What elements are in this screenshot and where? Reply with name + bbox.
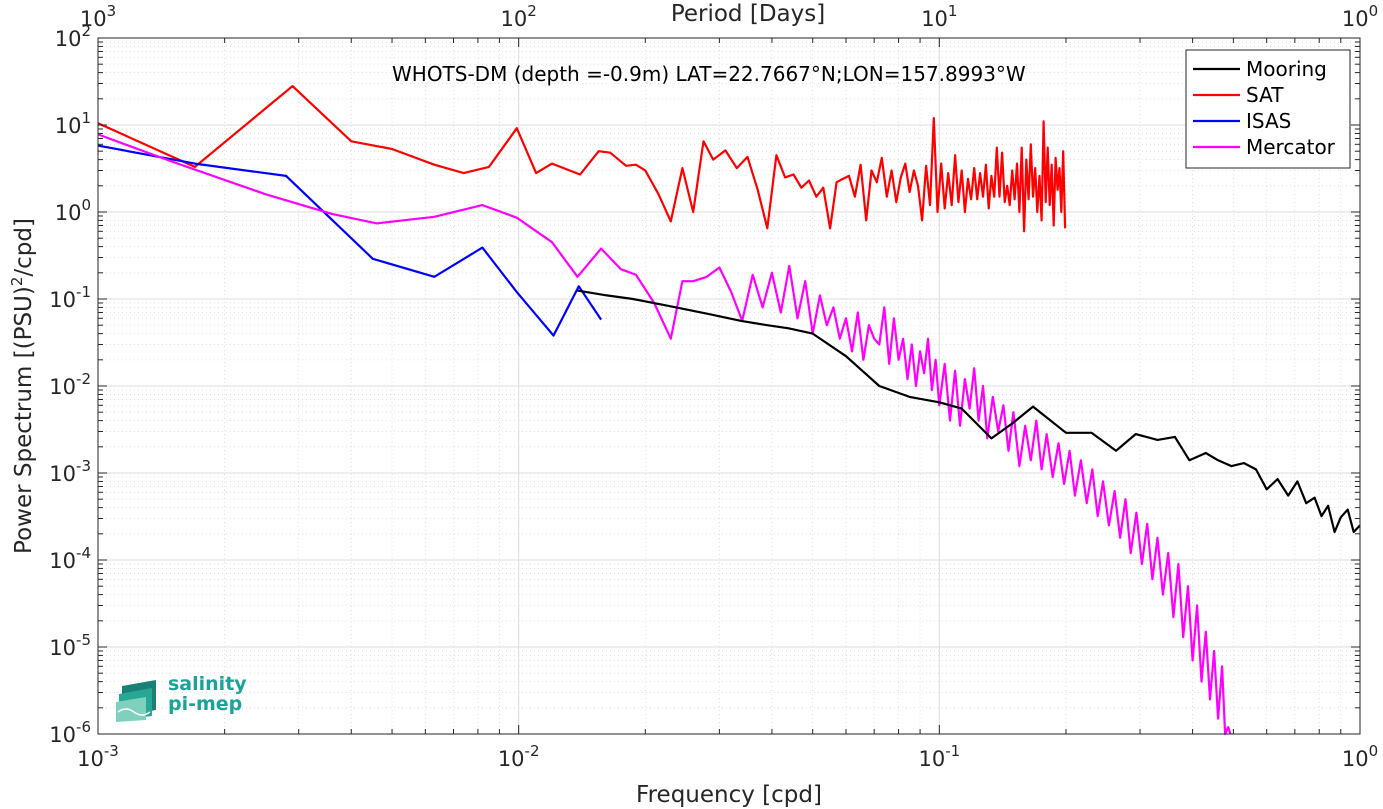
series-line-sat [97, 84, 1067, 233]
x-tick-label: 10-2 [498, 742, 540, 771]
chart-title: WHOTS-DM (depth =-0.9m) LAT=22.7667°N;LO… [392, 62, 1026, 86]
y-tick-label: 101 [55, 109, 91, 138]
legend-label-mercator: Mercator [1246, 135, 1336, 159]
legend-label-sat: SAT [1246, 83, 1284, 107]
series-layer [97, 84, 1361, 736]
y-tick-label: 10-3 [49, 457, 91, 486]
top-axis-title: Period [Days] [671, 1, 825, 27]
y-axis-title: Power Spectrum [(PSU)2/cpd] [8, 218, 37, 554]
logo-waves-icon [116, 680, 156, 722]
x-tick-label: 10-1 [918, 742, 960, 771]
y-tick-label: 10-4 [49, 544, 91, 573]
top-tick-label: 103 [80, 2, 116, 31]
series-line-mooring [577, 289, 1361, 534]
x-axis-title: Frequency [cpd] [636, 782, 822, 808]
tick-marks [97, 37, 1361, 735]
y-tick-label: 10-6 [49, 718, 91, 747]
x-tick-label: 10-3 [77, 742, 119, 771]
y-tick-label: 10-1 [49, 283, 91, 312]
logo-line-2: pi-mep [168, 693, 243, 715]
salinity-pi-mep-logo: salinity pi-mep [116, 674, 256, 724]
series-line-isas [97, 144, 603, 337]
y-tick-label: 100 [55, 196, 91, 225]
y-tick-label: 102 [55, 22, 91, 51]
series-line-mercator [97, 133, 1232, 736]
legend-label-mooring: Mooring [1246, 57, 1327, 81]
logo-line-1: salinity [168, 673, 247, 695]
legend-label-isas: ISAS [1246, 109, 1291, 133]
x-tick-label: 100 [1342, 742, 1378, 771]
top-tick-label: 100 [1342, 2, 1378, 31]
top-tick-label: 102 [501, 2, 537, 31]
y-tick-label: 10-5 [49, 631, 91, 660]
top-tick-label: 101 [921, 2, 957, 31]
y-tick-label: 10-2 [49, 370, 91, 399]
